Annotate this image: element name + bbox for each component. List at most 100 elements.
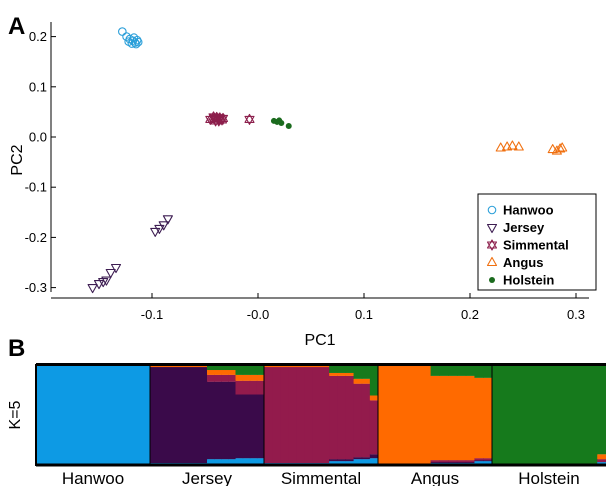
jersey-ancestry-segment-2 [249,394,258,459]
simmental-ancestry-segment-4 [353,378,363,384]
angus-ancestry-segment-4 [465,375,476,461]
legend: Hanwoo Jersey Simmental Angus Holstein [477,193,597,291]
population-label-jersey: Jersey [182,469,233,486]
jersey-ancestry-segment-2 [192,366,201,464]
angus-ancestry-segment-5 [483,366,493,378]
holstein-ancestry-segment-5 [553,366,563,465]
holstein-ancestry-segment-5 [492,366,502,465]
simmental-ancestry-segment-4 [304,366,314,368]
holstein-ancestry-segment-5 [579,366,590,465]
population-label-simmental: Simmental [281,469,361,486]
simmental-point [211,111,222,123]
angus-ancestry-segment-5 [439,366,449,376]
jersey-ancestry-segment-3 [228,374,237,382]
simmental-ancestry-segment-5 [361,366,371,379]
legend-angus-label: Angus [503,255,543,270]
holstein-point [285,122,292,129]
hanwoo-point [118,27,127,36]
jersey-point [101,276,112,286]
angus-ancestry-segment-4 [483,377,493,459]
angus-ancestry-segment-4 [378,366,388,465]
legend-hanwoo-label: Hanwoo [503,203,554,218]
simmental-ancestry-segment-1 [361,459,371,465]
y-tick-label: 0.2 [29,29,47,44]
jersey-point [162,215,173,225]
y-tick-label: -0.1 [25,180,47,195]
angus-ancestry-segment-2 [439,462,449,464]
simmental-ancestry-segment-3 [312,366,322,464]
simmental-ancestry-segment-3 [272,366,281,464]
jersey-ancestry-segment-2 [164,366,172,464]
jersey-ancestry-segment-4 [256,374,265,381]
simmental-ancestry-segment-4 [280,366,290,368]
admixture-bars [36,366,606,465]
population-dividers [149,365,493,465]
angus-ancestry-segment-4 [448,375,458,461]
population-labels: Hanwoo Jersey Simmental Angus Holstein [62,469,580,486]
jersey-ancestry-segment-4 [157,366,165,368]
simmental-ancestry-segment-2 [353,457,363,460]
angus-ancestry-segment-3 [456,460,467,463]
holstein-ancestry-segment-5 [527,366,537,465]
jersey-ancestry-segment-4 [171,366,180,368]
jersey-ancestry-segment-1 [214,459,222,465]
angus-ancestry-segment-5 [474,366,484,378]
simmental-ancestry-segment-1 [329,461,338,465]
angus-ancestry-segment-3 [430,460,440,463]
jersey-ancestry-segment-4 [185,366,194,368]
jersey-ancestry-segment-2 [256,394,265,459]
y-tick-label: 0.0 [29,130,47,145]
simmental-ancestry-segment-2 [361,457,371,460]
angus-ancestry-segment-3 [483,458,493,461]
x-tick-label: 0.3 [567,307,585,322]
simmental-ancestry-segment-1 [353,459,363,465]
angus-ancestry-segment-2 [465,462,476,464]
jersey-point [150,227,161,237]
simmental-ancestry-segment-4 [296,366,306,368]
simmental-ancestry-segment-3 [304,366,314,464]
jersey-ancestry-segment-3 [235,380,244,395]
holstein-ancestry-segment-3 [597,459,606,463]
x-axis-label: PC1 [304,332,335,349]
jersey-ancestry-segment-3 [221,374,229,382]
angus-point [551,145,562,155]
simmental-ancestry-segment-3 [337,375,347,460]
simmental-ancestry-segment-5 [329,366,338,373]
jersey-point [158,221,169,231]
simmental-ancestry-segment-2 [337,459,347,462]
angus-ancestry-segment-5 [430,366,440,376]
holstein-ancestry-segment-5 [570,366,581,465]
jersey-ancestry-segment-5 [235,366,244,375]
jersey-ancestry-segment-4 [214,369,222,375]
legend-hanwoo-marker [487,205,497,215]
legend-box [477,193,597,291]
jersey-ancestry-segment-1 [249,458,258,465]
simmental-ancestry-segment-3 [264,366,273,464]
legend-jersey-marker [486,223,498,234]
jersey-ancestry-segment-4 [221,369,229,375]
jersey-ancestry-segment-2 [235,394,244,459]
angus-ancestry-segment-4 [430,375,440,461]
simmental-ancestry-segment-4 [272,366,281,368]
simmental-ancestry-segment-4 [288,366,298,368]
jersey-ancestry-segment-5 [214,366,222,371]
simmental-ancestry-segment-3 [329,375,338,460]
simmental-ancestry-segment-2 [345,459,355,462]
y-ticks: 0.2 0.1 0.0 -0.1 -0.2 -0.3 [25,29,56,295]
simmental-ancestry-segment-3 [296,366,306,464]
simmental-ancestry-segment-3 [369,400,379,455]
y-tick-label: 0.1 [29,79,47,94]
jersey-ancestry-segment-1 [256,458,265,465]
simmental-ancestry-segment-2 [369,454,379,459]
jersey-ancestry-segment-2 [157,366,165,464]
y-tick-label: -0.2 [25,230,47,245]
angus-ancestry-segment-1 [474,461,484,465]
jersey-point [87,284,98,294]
jersey-point [105,268,116,279]
jersey-ancestry-segment-2 [171,366,180,464]
x-tick-label: -0.1 [141,307,163,322]
jersey-point [154,224,165,234]
angus-ancestry-segment-4 [395,366,405,465]
angus-ancestry-segment-5 [465,366,476,376]
jersey-ancestry-segment-3 [207,374,215,382]
